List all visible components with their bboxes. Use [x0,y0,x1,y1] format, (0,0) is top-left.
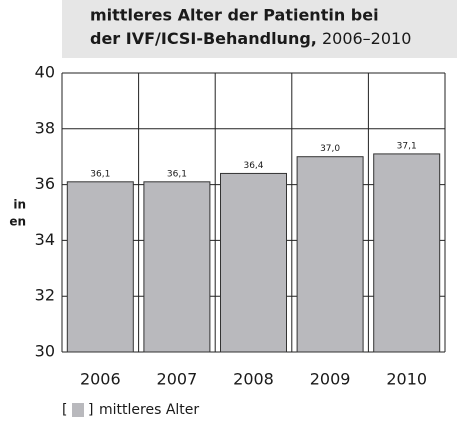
y-tick-label: 36 [35,174,55,193]
value-label: 37,1 [397,141,417,151]
x-tick-label: 2010 [386,370,427,389]
period: 2006–2010 [322,29,411,48]
y-tick-label: 38 [35,118,55,137]
bar [220,172,287,353]
title-line: der IVF/ICSI-Behandlung, 2006–2010 [90,29,411,48]
legend-label: mittleres Alter [99,402,199,418]
y-label: in [13,198,26,212]
value-label: 36,4 [243,161,263,171]
legend-bracket: ] [88,402,93,418]
y-tick-label: 40 [35,63,55,82]
bar [373,153,441,353]
x-tick-label: 2006 [80,370,121,389]
legend-bracket: [ [62,402,67,418]
bar [66,181,134,353]
x-tick-label: 2009 [310,370,351,389]
bar [296,156,364,353]
title-box [62,0,457,58]
y-tick-label: 34 [35,230,55,249]
title-line: mittleres Alter der Patientin bei [90,6,379,25]
x-tick-label: 2008 [233,370,274,389]
legend-swatch [72,403,84,417]
bar [143,181,211,353]
y-tick-label: 32 [35,286,55,305]
title-line: der IVF/ICSI-Behandlung, [90,29,317,48]
x-tick-label: 2007 [157,370,198,389]
value-label: 37,0 [320,144,340,154]
value-label: 36,1 [167,169,187,179]
y-tick-label: 30 [35,342,55,361]
value-label: 36,1 [90,169,110,179]
y-label: en [9,215,26,229]
